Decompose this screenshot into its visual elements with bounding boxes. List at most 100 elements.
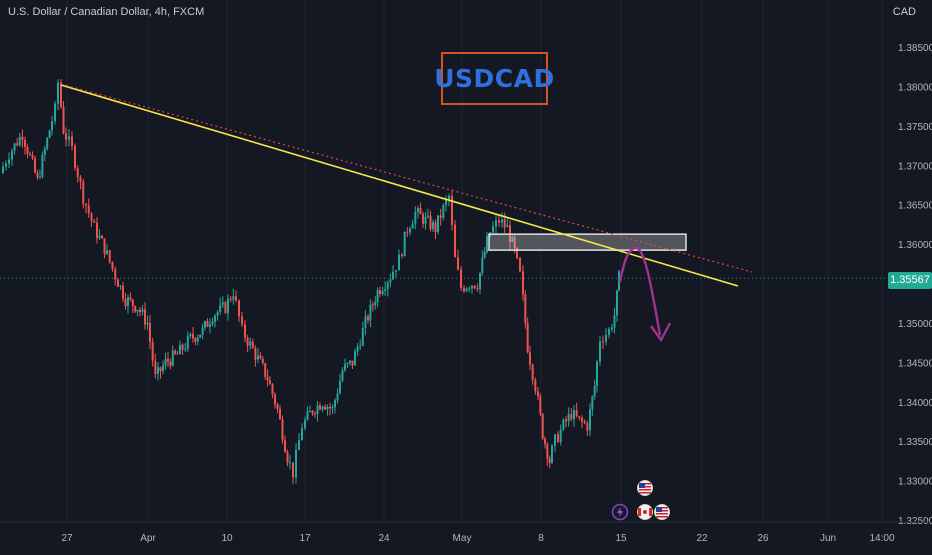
candle-body: [209, 324, 211, 327]
candle-body: [439, 215, 442, 218]
candle-body: [141, 309, 144, 312]
candle-body: [359, 345, 362, 347]
candle-body: [201, 327, 204, 335]
candle-body: [557, 434, 559, 443]
candle-body: [43, 148, 46, 156]
candle-body: [605, 334, 607, 342]
candle-body: [194, 338, 197, 342]
candle-body: [314, 413, 316, 415]
candle-body: [189, 333, 192, 337]
candle-body: [442, 204, 445, 218]
us-flag-icon[interactable]: [654, 504, 670, 520]
candle-body: [5, 163, 7, 167]
candle-body: [241, 316, 243, 325]
candle-body: [139, 309, 141, 312]
candle-body: [304, 419, 306, 429]
candle-body: [454, 224, 456, 258]
candle-body: [199, 334, 202, 338]
candle-body: [111, 261, 114, 269]
candle-body: [398, 254, 400, 271]
candle-body: [261, 358, 264, 364]
candle-body: [309, 410, 311, 412]
candle-body: [567, 413, 570, 422]
candle-body: [29, 153, 31, 155]
candle-body: [186, 336, 189, 349]
candle-body: [264, 363, 267, 378]
candle-body: [146, 322, 149, 325]
us-flag-icon[interactable]: [637, 480, 653, 496]
events-row[interactable]: [611, 480, 670, 521]
candle-body: [334, 400, 336, 408]
candle-body: [129, 297, 132, 300]
candle-body: [341, 370, 344, 381]
candle-body: [68, 136, 70, 140]
candle-body: [219, 304, 222, 312]
y-tick-label: 1.34500: [898, 358, 932, 369]
candle-body: [539, 396, 542, 414]
candle-body: [57, 82, 59, 104]
candle-body: [34, 158, 36, 173]
candle-body: [611, 327, 613, 330]
candle-body: [586, 423, 589, 431]
candle-body: [541, 413, 544, 439]
candle-body: [451, 195, 453, 225]
candle-body: [344, 364, 346, 371]
candle-body: [46, 137, 49, 149]
candle-body: [269, 380, 271, 385]
y-tick-label: 1.33500: [898, 437, 932, 448]
candle-body: [562, 419, 565, 430]
candle-body: [13, 143, 16, 151]
candle-body: [468, 288, 471, 290]
candle-body: [495, 220, 497, 227]
candle-body: [411, 223, 414, 229]
x-tick-label: 14:00: [869, 533, 894, 544]
candle-body: [473, 285, 476, 289]
y-tick-label: 1.37500: [898, 122, 932, 133]
descending-trendline: [60, 84, 739, 287]
candle-body: [331, 407, 334, 409]
candle-body: [581, 417, 583, 422]
candle-body: [501, 219, 503, 223]
flag-band: [649, 508, 652, 516]
candle-body: [76, 168, 79, 178]
candle-body: [39, 176, 41, 178]
candle-body: [483, 251, 486, 258]
candle-body: [522, 271, 524, 295]
candle-body: [319, 405, 321, 410]
candle-body: [246, 337, 249, 346]
drawings[interactable]: [0, 83, 888, 343]
candle-body: [249, 341, 252, 346]
candle-body: [559, 429, 562, 443]
candle-body: [570, 413, 573, 420]
candle-body: [251, 341, 254, 349]
candle-body: [471, 285, 473, 289]
candle-body: [235, 296, 237, 301]
candle-body: [196, 337, 199, 342]
candle-body: [529, 352, 531, 365]
maple-leaf: [643, 510, 647, 514]
candle-body: [244, 324, 246, 338]
candle-body: [445, 199, 447, 205]
candle-body: [429, 215, 432, 229]
x-tick-label: 15: [615, 533, 627, 544]
candle-body: [364, 316, 367, 328]
dotted-trendline: [60, 83, 753, 273]
ca-flag-icon[interactable]: [637, 504, 653, 520]
candle-body: [381, 290, 384, 295]
candle-body: [519, 257, 521, 272]
candle-body: [448, 195, 450, 200]
candle-body: [159, 367, 162, 372]
usdcad-label-box[interactable]: USDCAD: [434, 52, 554, 105]
candle-body: [476, 288, 479, 290]
candle-body: [2, 166, 4, 174]
arrow-head: [650, 322, 672, 343]
candle-body: [511, 237, 514, 242]
y-tick-label: 1.38000: [898, 82, 932, 93]
candle-body: [106, 250, 108, 254]
lightning-icon[interactable]: [611, 503, 629, 521]
candle-body: [119, 285, 122, 287]
candle-body: [204, 321, 206, 328]
candle-body: [392, 271, 394, 280]
candle-body: [326, 406, 329, 410]
